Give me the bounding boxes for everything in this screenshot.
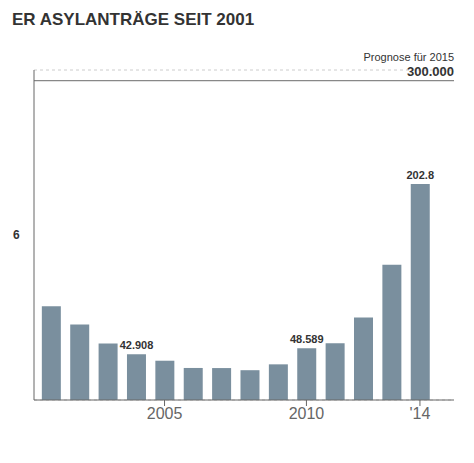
svg-text:6: 6 (13, 228, 20, 242)
svg-text:2010: 2010 (289, 405, 325, 422)
svg-text:2005: 2005 (147, 405, 183, 422)
svg-text:'14: '14 (410, 405, 431, 422)
svg-text:48.589: 48.589 (290, 333, 324, 345)
svg-text:42.908: 42.908 (120, 339, 154, 351)
svg-text:202.8: 202.8 (406, 169, 434, 181)
svg-text:300.000: 300.000 (407, 64, 454, 79)
html-text:ER ASYLANTRÄGE SEIT 2001: ER ASYLANTRÄGE SEIT 2001 (12, 10, 255, 29)
svg-text:Prognose für 2015: Prognose für 2015 (363, 51, 454, 63)
